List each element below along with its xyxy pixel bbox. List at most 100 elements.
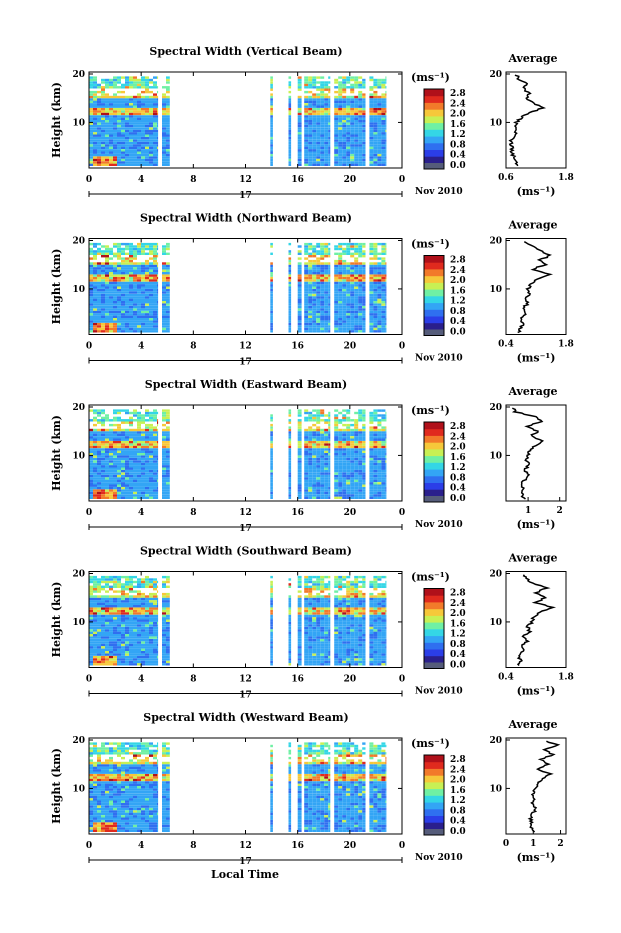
heatmap-cell [358,243,362,245]
heatmap-cell [289,243,292,245]
heatmap-cell [324,472,328,474]
colorbar-missing [424,330,444,336]
heatmap-cell [373,419,377,421]
heatmap-cell [113,294,117,296]
heatmap-cell [304,460,308,462]
heatmap-cell [93,91,97,93]
heatmap-cell [145,477,149,479]
colorbar-tick-label: 0.4 [450,151,466,161]
heatmap-cell [166,267,170,269]
heatmap-cell [362,122,365,124]
heatmap-cell [89,651,93,653]
heatmap-cell [316,465,320,467]
heatmap-cell [117,320,121,322]
colorbar-segment [424,96,444,103]
heatmap-cell [105,598,109,600]
heatmap-cell [308,130,312,132]
heatmap-cell [377,98,381,100]
heatmap-cell [381,284,385,286]
heatmap-cell [121,296,125,298]
heatmap-cell [97,480,101,482]
heatmap-cell [377,455,381,457]
heatmap-cell [97,460,101,462]
heatmap-cell [141,477,145,479]
heatmap-cell [358,439,362,441]
heatmap-cell [334,330,338,332]
heatmap-cell [289,103,292,105]
heatmap-cell [93,270,97,272]
heatmap-cell [358,86,362,88]
heatmap-cell [129,419,133,421]
heatmap-cell [270,313,273,315]
heatmap-cell [270,320,273,322]
heatmap-cell [304,156,308,158]
heatmap-cell [101,439,105,441]
heatmap-cell [157,424,158,426]
heatmap-cell [358,477,362,479]
heatmap-cell [304,419,308,421]
heatmap-cell [338,439,342,441]
heatmap-cell [157,152,158,154]
heatmap-cell [298,262,302,264]
heatmap-cell [97,313,101,315]
heatmap-cell [320,409,324,411]
heatmap-cell [93,607,97,609]
colorbar-tick-label: 0.8 [450,140,466,150]
heatmap-cell [289,414,292,416]
heatmap-cell [141,156,145,158]
heatmap-cell [137,489,141,491]
heatmap-cell [166,106,170,108]
heatmap-cell [125,477,129,479]
heatmap-cell [89,267,93,269]
heatmap-cell [334,96,338,98]
heatmap-cell [324,487,328,489]
heatmap-cell [334,480,338,482]
heatmap-cell [385,96,386,98]
heatmap-cell [153,159,157,161]
heatmap-cell [101,607,105,609]
heatmap-cell [101,79,105,81]
heatmap-cell [105,328,109,330]
heatmap-cell [334,291,338,293]
heatmap-cell [137,130,141,132]
heatmap-cell [377,475,381,477]
heatmap-cell [373,106,377,108]
heatmap-cell [385,156,386,158]
colorbar-segment [424,269,444,276]
heatmap-cell [133,294,137,296]
heatmap-cell [141,434,145,436]
colorbar-segment [424,456,444,463]
heatmap-cell [358,485,362,487]
heatmap-cell [129,118,133,120]
heatmap-cell [270,497,273,499]
heatmap-cell [324,135,328,137]
heatmap-cell [350,127,354,129]
heatmap-cell [316,409,320,411]
heatmap-cell [157,419,158,421]
heatmap-cell [157,267,158,269]
heatmap-cell [358,296,362,298]
heatmap-cell [304,487,308,489]
heatmap-cell [270,443,273,445]
heatmap-cell [113,86,117,88]
heatmap-cell [328,156,330,158]
heatmap-cell [316,142,320,144]
heatmap-cell [153,460,157,462]
heatmap-cell [101,311,105,313]
heatmap-cell [101,653,105,655]
y-axis-label: Height (km) [50,582,63,658]
colorbar-segment [424,422,444,429]
heatmap-cell [109,485,113,487]
heatmap-cell [358,98,362,100]
heatmap-cell [117,130,121,132]
heatmap-cell [133,272,137,274]
heatmap-cell [117,610,121,612]
heatmap-cell [334,441,338,443]
heatmap-cell [149,120,153,122]
heatmap-cell [362,287,365,289]
x-tick-label: 8 [190,508,196,518]
heatmap-cell [121,646,125,648]
heatmap-cell [129,154,133,156]
heatmap-cell [324,122,328,124]
heatmap-cell [97,588,101,590]
